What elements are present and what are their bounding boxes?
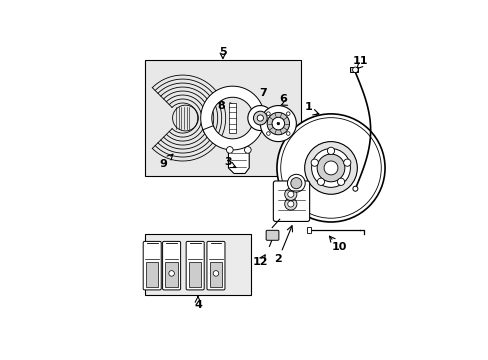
Circle shape (276, 114, 384, 222)
FancyBboxPatch shape (265, 230, 278, 240)
Circle shape (257, 115, 263, 121)
Circle shape (271, 117, 284, 130)
Bar (229, 103, 235, 133)
Circle shape (266, 112, 270, 116)
Polygon shape (203, 113, 264, 150)
Circle shape (247, 105, 272, 131)
Circle shape (284, 188, 296, 201)
Bar (165, 262, 178, 287)
FancyBboxPatch shape (143, 242, 161, 290)
Polygon shape (228, 141, 249, 174)
Circle shape (266, 112, 289, 135)
Circle shape (226, 147, 233, 153)
Text: 10: 10 (331, 242, 346, 252)
Bar (145, 234, 250, 296)
Circle shape (352, 186, 357, 191)
Circle shape (277, 122, 279, 125)
Text: 9: 9 (159, 159, 167, 169)
FancyBboxPatch shape (186, 242, 204, 290)
Circle shape (352, 67, 357, 73)
Circle shape (324, 161, 337, 175)
Circle shape (304, 141, 357, 194)
Circle shape (287, 201, 293, 207)
Circle shape (311, 149, 350, 187)
Text: 7: 7 (259, 88, 266, 98)
Text: 1: 1 (305, 102, 312, 112)
Circle shape (287, 174, 305, 192)
Bar (350, 67, 357, 72)
Circle shape (287, 191, 293, 197)
Circle shape (213, 271, 218, 276)
FancyBboxPatch shape (163, 242, 180, 290)
Text: 5: 5 (219, 46, 226, 57)
Circle shape (244, 147, 251, 153)
FancyBboxPatch shape (273, 181, 309, 221)
Bar (188, 262, 201, 287)
Circle shape (168, 271, 174, 276)
Text: 3: 3 (224, 157, 232, 167)
Bar (209, 262, 222, 287)
Circle shape (286, 112, 289, 116)
Circle shape (284, 198, 296, 210)
FancyBboxPatch shape (206, 242, 224, 290)
Circle shape (290, 177, 301, 189)
Text: 2: 2 (274, 255, 282, 264)
Circle shape (317, 154, 344, 182)
Text: 12: 12 (252, 257, 267, 267)
Circle shape (260, 105, 296, 141)
Bar (307, 227, 310, 233)
Text: 8: 8 (217, 100, 225, 111)
Circle shape (310, 159, 318, 166)
Text: 11: 11 (352, 56, 367, 66)
Circle shape (327, 147, 334, 154)
Circle shape (317, 178, 324, 185)
Circle shape (337, 178, 344, 185)
Bar (146, 262, 158, 287)
Text: 4: 4 (194, 300, 202, 310)
Text: 6: 6 (279, 94, 286, 104)
Bar (145, 60, 300, 176)
Circle shape (343, 159, 350, 166)
Circle shape (286, 132, 289, 135)
Circle shape (253, 111, 266, 125)
Polygon shape (200, 86, 263, 132)
Circle shape (266, 132, 270, 135)
